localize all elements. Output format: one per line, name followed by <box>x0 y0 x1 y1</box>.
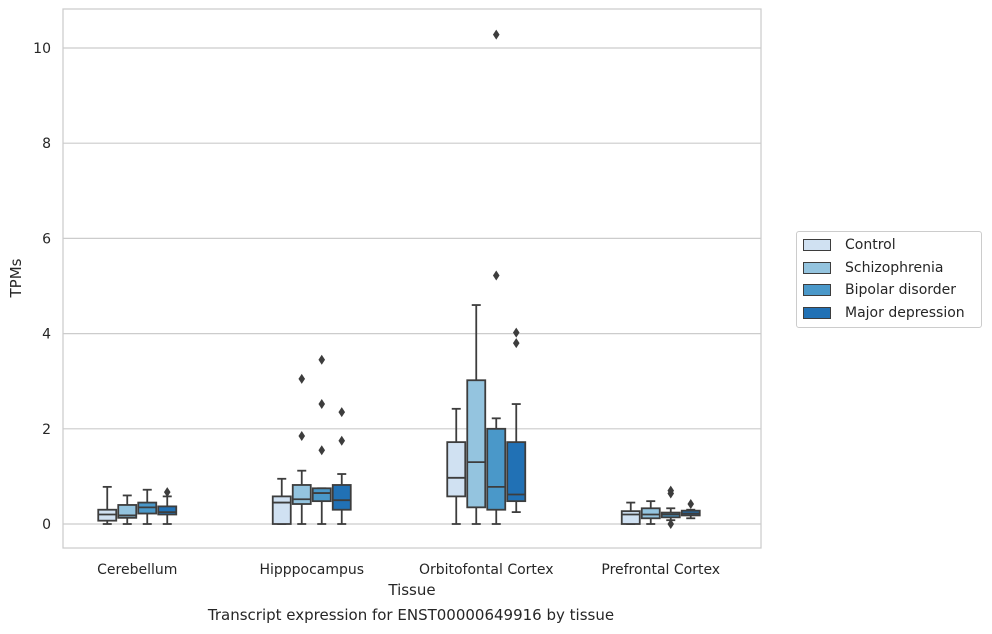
box-iqr <box>506 441 527 503</box>
x-tick-label: Cerebellum <box>97 562 177 578</box>
x-tick-label: Orbitofontal Cortex <box>419 562 554 578</box>
box-bipolar-disorder <box>311 354 332 525</box>
box-major-depression <box>157 487 178 525</box>
box-control <box>620 501 641 525</box>
box-control <box>446 407 467 525</box>
y-tick-label: 6 <box>42 231 51 247</box>
outlier-point <box>512 338 520 349</box>
outlier-point <box>163 487 171 498</box>
outlier-point <box>298 430 306 441</box>
legend-label: Bipolar disorder <box>845 282 957 299</box>
legend-swatch <box>803 239 831 252</box>
box-iqr <box>271 495 292 525</box>
outlier-point <box>492 270 500 281</box>
box-iqr <box>486 427 507 511</box>
y-tick-label: 8 <box>42 136 51 152</box>
outlier-point <box>667 485 675 496</box>
box-bipolar-disorder <box>137 488 158 525</box>
box-schizophrenia <box>291 373 312 525</box>
box-iqr <box>311 487 332 503</box>
box-iqr <box>291 484 312 505</box>
outlier-point <box>492 29 500 40</box>
y-tick-label: 4 <box>42 327 51 343</box>
outlier-point <box>298 373 306 384</box>
plot-frame <box>62 8 762 549</box>
y-axis-label: TPMs <box>7 258 25 298</box>
box-control <box>97 485 118 525</box>
y-tick-label: 10 <box>33 41 51 57</box>
chart-caption: Transcript expression for ENST0000064991… <box>207 606 615 624</box>
box-iqr <box>466 379 487 509</box>
y-tick-label: 2 <box>42 422 51 438</box>
outlier-point <box>318 399 326 410</box>
box-iqr <box>620 510 641 525</box>
box-iqr <box>446 441 467 498</box>
legend-item: Major depression <box>797 302 981 325</box>
grid-lines <box>63 47 761 525</box>
legend-item: Bipolar disorder <box>797 279 981 302</box>
outlier-point <box>318 354 326 365</box>
outlier-point <box>318 445 326 456</box>
y-tick-labels: 0 2 4 6 8 10 <box>33 41 51 533</box>
box-major-depression <box>506 327 527 513</box>
boxes-group <box>97 29 701 529</box>
outlier-point <box>338 435 346 446</box>
box-major-depression <box>680 499 701 520</box>
outlier-point <box>338 407 346 418</box>
outlier-point <box>512 327 520 338</box>
y-tick-label: 0 <box>42 517 51 533</box>
box-schizophrenia <box>117 494 138 525</box>
legend-swatch <box>803 284 831 297</box>
x-tick-label: Hipppocampus <box>259 562 364 578</box>
legend-label: Major depression <box>845 304 965 321</box>
x-tick-labels: Cerebellum Hipppocampus Orbitofontal Corte… <box>97 562 720 578</box>
box-major-depression <box>331 407 352 525</box>
legend-label: Control <box>845 237 896 254</box>
legend-swatch <box>803 306 831 319</box>
box-schizophrenia <box>640 500 661 525</box>
plot-background <box>63 9 761 548</box>
box-bipolar-disorder <box>660 485 681 529</box>
x-tick-label: Prefrontal Cortex <box>601 562 720 578</box>
box-iqr <box>331 484 352 511</box>
x-axis-label: Tissue <box>387 581 435 599</box>
box-iqr <box>157 505 178 516</box>
legend-item: Control <box>797 234 981 257</box>
legend: Control Schizophrenia Bipolar disorder Majo… <box>796 231 982 328</box>
box-bipolar-disorder <box>486 29 507 525</box>
outlier-point <box>687 499 695 510</box>
box-iqr <box>640 507 661 520</box>
legend-label: Schizophrenia <box>845 259 944 276</box>
box-control <box>271 477 292 525</box>
outlier-point <box>667 519 675 529</box>
legend-swatch <box>803 261 831 274</box>
box-schizophrenia <box>466 304 487 525</box>
legend-item: Schizophrenia <box>797 257 981 280</box>
